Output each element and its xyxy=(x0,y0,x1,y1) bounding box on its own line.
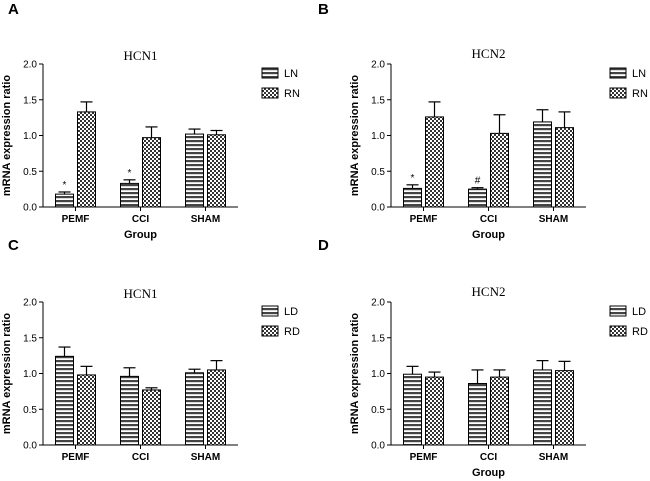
y-tick-label: 0.5 xyxy=(371,167,385,178)
x-tick-label: PEMF xyxy=(410,214,438,225)
x-tick-label: PEMF xyxy=(410,452,438,463)
legend-label-rd: RD xyxy=(284,326,300,338)
chart-panel-c: C HCN1 0.0 0.5 1.0 1.5 2.0 mRNA expression rati… xyxy=(1,237,300,463)
x-tick-label: SHAM xyxy=(539,452,568,463)
legend-label-ln: LN xyxy=(284,68,298,80)
panel-letter: D xyxy=(318,237,329,254)
bar-rd-pemf xyxy=(77,374,96,446)
bar-ln-cci xyxy=(120,182,139,208)
legend-swatch-rn xyxy=(609,87,627,99)
chart-title: HCN1 xyxy=(124,48,158,63)
legend-label-rn: RN xyxy=(284,88,300,100)
y-axis-title: mRNA expression ratio xyxy=(1,75,13,197)
y-tick-label: 0.0 xyxy=(23,441,37,452)
panel-letter: C xyxy=(8,237,19,254)
x-tick-label: CCI xyxy=(480,214,497,225)
legend-swatch-rn xyxy=(261,87,279,99)
y-tick-label: 1.5 xyxy=(23,95,37,106)
y-tick-label: 0.5 xyxy=(371,405,385,416)
x-tick-label: CCI xyxy=(132,214,149,225)
bar-rd-cci xyxy=(142,389,161,446)
y-tick-label: 0.5 xyxy=(23,405,37,416)
bar-ln-pemf xyxy=(55,193,74,208)
chart-panel-a: A HCN1 0.0 0.5 1.0 1.5 2.0 mRNA expression rati… xyxy=(1,1,300,241)
y-tick-label: 0.0 xyxy=(371,441,385,452)
panel-letter: A xyxy=(8,1,19,18)
bar-ld-cci xyxy=(468,383,487,446)
bar-ld-pemf xyxy=(403,373,422,446)
y-tick-label: 2.0 xyxy=(23,298,37,309)
bar-ln-sham xyxy=(533,121,552,208)
x-axis-title: Group xyxy=(472,229,505,241)
y-tick-label: 0.0 xyxy=(23,203,37,214)
bar-ld-pemf xyxy=(55,355,74,446)
x-tick-label: SHAM xyxy=(539,214,568,225)
chart-panel-d: D HCN2 0.0 0.5 1.0 1.5 2.0 mRNA expression rati… xyxy=(318,237,648,479)
legend-swatch-rd xyxy=(609,325,627,337)
y-tick-label: 1.0 xyxy=(23,369,37,380)
y-axis-title: mRNA expression ratio xyxy=(1,313,13,435)
y-tick-label: 1.0 xyxy=(23,131,37,142)
bar-rn-pemf xyxy=(425,116,444,208)
bar-ln-pemf xyxy=(403,187,422,208)
x-tick-label: SHAM xyxy=(191,214,220,225)
y-tick-label: 2.0 xyxy=(23,60,37,71)
x-tick-label: PEMF xyxy=(62,452,90,463)
legend-label-rd: RD xyxy=(632,326,648,338)
y-tick-label: 1.5 xyxy=(371,95,385,106)
bar-ld-sham xyxy=(185,372,204,446)
x-tick-label: SHAM xyxy=(191,452,220,463)
y-axis-title: mRNA expression ratio xyxy=(349,75,361,197)
bar-rn-sham xyxy=(555,127,574,208)
bar-rd-pemf xyxy=(425,376,444,446)
chart-title: HCN2 xyxy=(472,46,506,61)
bar-rn-sham xyxy=(207,134,226,208)
y-tick-label: 1.5 xyxy=(23,333,37,344)
chart-title: HCN2 xyxy=(472,284,506,299)
significance-marker: * xyxy=(63,180,67,191)
y-tick-label: 0.5 xyxy=(23,167,37,178)
y-axis-title: mRNA expression ratio xyxy=(349,313,361,435)
y-tick-label: 2.0 xyxy=(371,298,385,309)
legend-swatch-ld xyxy=(609,305,627,317)
bar-ld-sham xyxy=(533,369,552,446)
significance-marker: * xyxy=(411,173,415,184)
x-axis-title: Group xyxy=(472,467,505,479)
bar-rn-cci xyxy=(142,137,161,208)
legend-swatch-ln xyxy=(609,67,627,79)
bar-rd-sham xyxy=(207,369,226,446)
legend-label-ln: LN xyxy=(632,68,646,80)
y-tick-label: 1.0 xyxy=(371,131,385,142)
legend-label-ld: LD xyxy=(632,306,646,318)
x-tick-label: CCI xyxy=(480,452,497,463)
legend-label-ld: LD xyxy=(284,306,298,318)
bar-rn-pemf xyxy=(77,111,96,208)
x-tick-label: PEMF xyxy=(62,214,90,225)
chart-title: HCN1 xyxy=(124,286,158,301)
y-tick-label: 0.0 xyxy=(371,203,385,214)
legend-swatch-rd xyxy=(261,325,279,337)
bar-rd-sham xyxy=(555,370,574,446)
y-tick-label: 1.5 xyxy=(371,333,385,344)
panel-letter: B xyxy=(318,1,329,18)
bar-rd-cci xyxy=(490,376,509,446)
significance-marker: # xyxy=(475,176,481,187)
legend-label-rn: RN xyxy=(632,88,648,100)
significance-marker: * xyxy=(128,168,132,179)
bar-ln-sham xyxy=(185,133,204,208)
bar-rn-cci xyxy=(490,132,509,208)
legend-swatch-ld xyxy=(261,305,279,317)
legend-swatch-ln xyxy=(261,67,279,79)
y-tick-label: 1.0 xyxy=(371,369,385,380)
chart-panel-b: B HCN2 0.0 0.5 1.0 1.5 2.0 mRNA expression rati… xyxy=(318,1,648,241)
bar-ln-cci xyxy=(468,188,487,208)
y-tick-label: 2.0 xyxy=(371,60,385,71)
x-tick-label: CCI xyxy=(132,452,149,463)
x-axis-title: Group xyxy=(124,229,157,241)
bar-ld-cci xyxy=(120,375,139,446)
